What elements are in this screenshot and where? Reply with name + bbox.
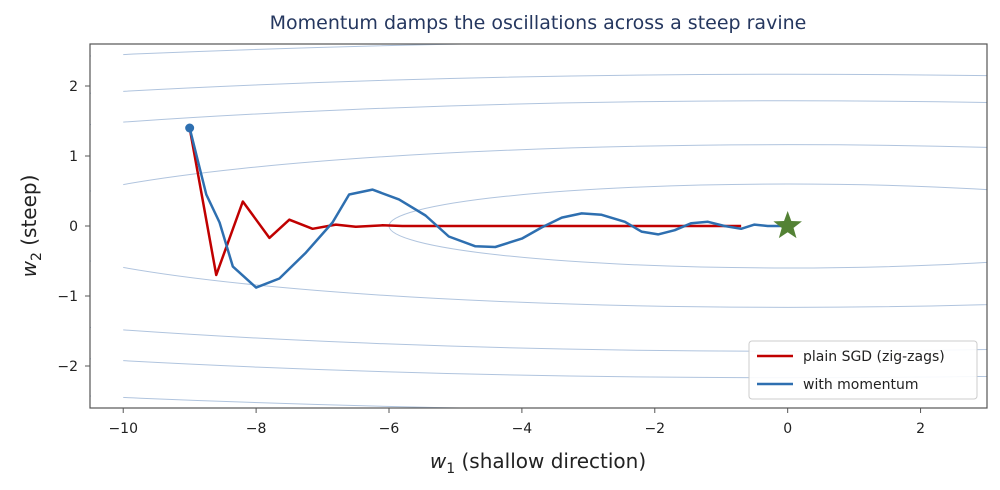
y-axis-ticks: −2 −1 0 1 2 — [57, 79, 90, 375]
x-axis-label-sub: 1 — [446, 461, 455, 477]
x-tick-label: −2 — [644, 421, 665, 437]
x-axis-ticks: −10 −8 −6 −4 −2 0 2 — [108, 408, 925, 437]
x-tick-label: 0 — [783, 421, 792, 437]
series-line-momentum — [188, 127, 788, 289]
y-axis-label-var: w — [17, 260, 41, 277]
series-line-sgd — [188, 127, 742, 277]
y-axis-label-sub: 2 — [29, 252, 45, 261]
series-layer — [185, 123, 802, 289]
x-tick-label: −8 — [246, 421, 267, 437]
y-tick-label: 1 — [69, 149, 78, 165]
x-tick-label: −6 — [379, 421, 400, 437]
y-tick-label: −2 — [57, 359, 78, 375]
start-point-marker — [185, 123, 195, 133]
x-tick-label: −4 — [512, 421, 533, 437]
legend-label-momentum: with momentum — [803, 377, 918, 393]
x-axis-label-rest: (shallow direction) — [455, 449, 646, 473]
y-axis-label-rest: (steep) — [17, 175, 41, 253]
contour-mask — [91, 45, 124, 407]
chart-title: Momentum damps the oscillations across a… — [270, 12, 807, 34]
y-tick-label: 0 — [69, 219, 78, 235]
contour-line — [90, 144, 987, 308]
legend-box — [748, 340, 978, 400]
x-tick-label: 2 — [916, 421, 925, 437]
legend: plain SGD (zig-zags) with momentum — [748, 340, 978, 400]
x-axis-label: w1 (shallow direction) — [430, 449, 646, 477]
y-tick-label: −1 — [57, 289, 78, 305]
x-tick-label: −10 — [108, 421, 138, 437]
x-axis-label-var: w — [430, 449, 447, 473]
y-axis-label: w2 (steep) — [17, 175, 45, 278]
legend-label-sgd: plain SGD (zig-zags) — [803, 349, 945, 365]
minimum-star-marker — [773, 211, 802, 239]
y-tick-label: 2 — [69, 79, 78, 95]
